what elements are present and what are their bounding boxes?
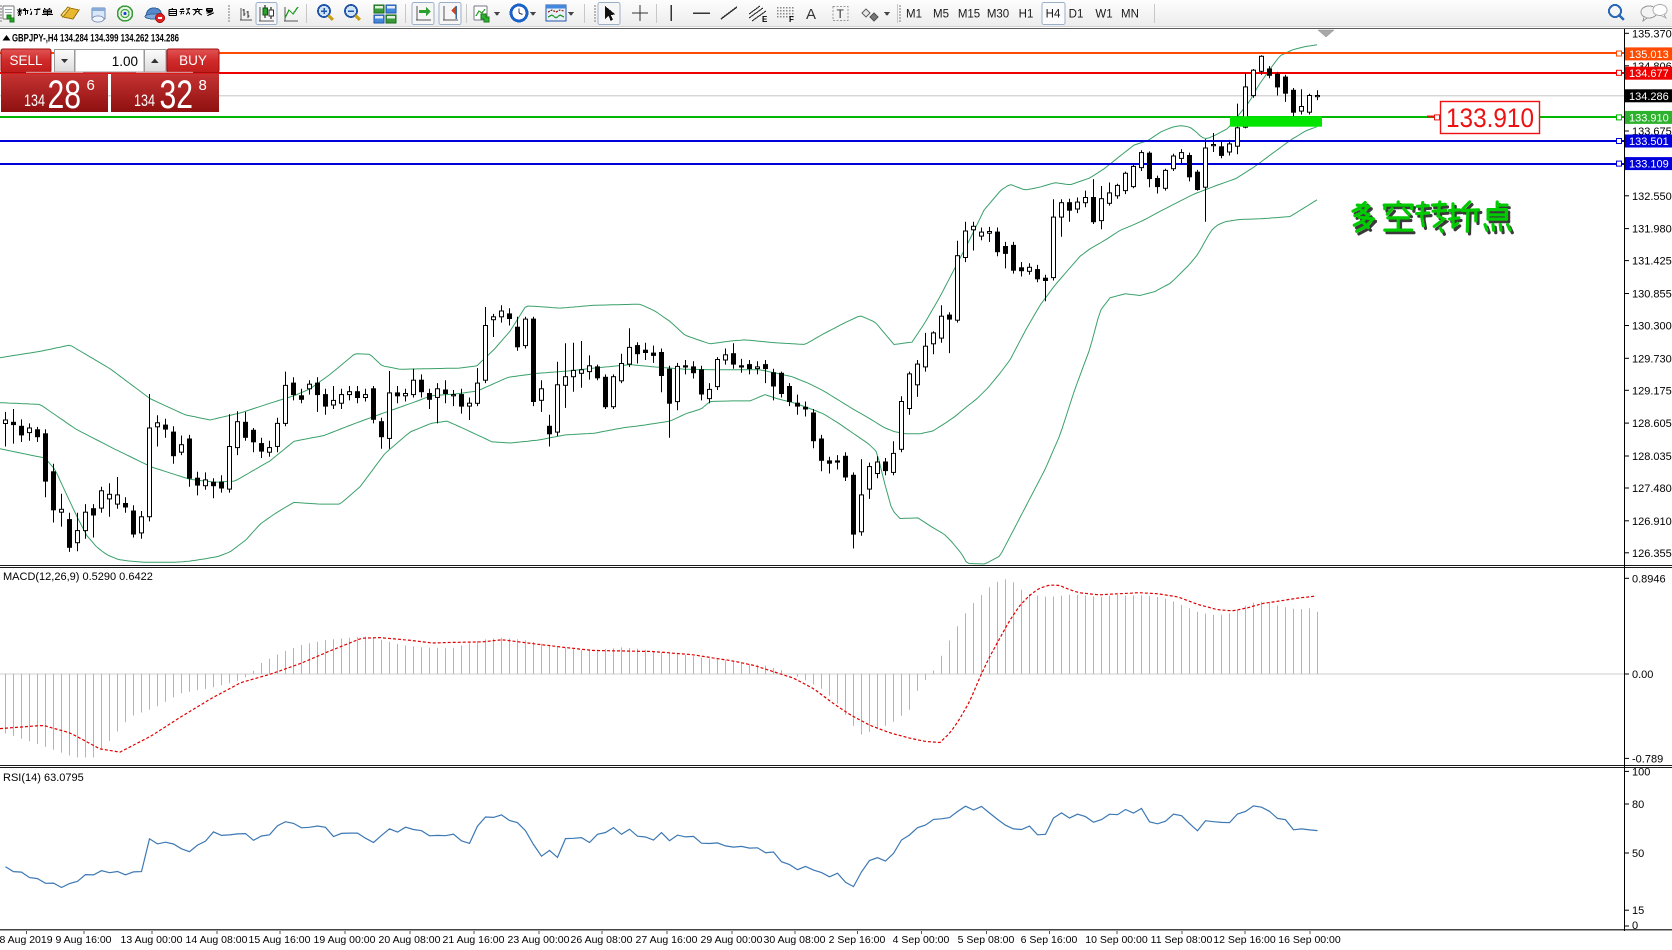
svg-text:133.109: 133.109 <box>1629 159 1669 171</box>
svg-text:0.8946: 0.8946 <box>1632 573 1666 585</box>
svg-text:32: 32 <box>160 73 194 117</box>
svg-text:126.910: 126.910 <box>1632 516 1672 528</box>
svg-text:12 Sep 16:00: 12 Sep 16:00 <box>1213 934 1276 946</box>
svg-text:A: A <box>806 6 816 23</box>
svg-text:E: E <box>762 15 768 24</box>
svg-text:-0.789: -0.789 <box>1632 753 1663 765</box>
svg-text:128.605: 128.605 <box>1632 418 1672 430</box>
svg-text:23 Aug 00:00: 23 Aug 00:00 <box>508 934 570 946</box>
svg-text:6: 6 <box>87 77 95 94</box>
svg-text:134: 134 <box>134 92 155 110</box>
svg-text:SELL: SELL <box>9 53 43 68</box>
svg-text:13 Aug 00:00: 13 Aug 00:00 <box>121 934 183 946</box>
svg-text:134.677: 134.677 <box>1629 68 1669 80</box>
svg-text:MN: MN <box>1121 9 1139 21</box>
svg-text:135.013: 135.013 <box>1629 49 1669 61</box>
svg-text:H4: H4 <box>1046 9 1061 21</box>
svg-text:20 Aug 08:00: 20 Aug 08:00 <box>379 934 441 946</box>
svg-text:19 Aug 00:00: 19 Aug 00:00 <box>314 934 376 946</box>
svg-text:127.480: 127.480 <box>1632 483 1672 495</box>
svg-text:14 Aug 08:00: 14 Aug 08:00 <box>186 934 248 946</box>
svg-text:16 Sep 00:00: 16 Sep 00:00 <box>1278 934 1341 946</box>
svg-text:133.910: 133.910 <box>1446 103 1534 133</box>
svg-text:100: 100 <box>1632 766 1650 778</box>
svg-text:W1: W1 <box>1095 9 1112 21</box>
svg-text:F: F <box>789 15 794 24</box>
svg-text:130.855: 130.855 <box>1632 289 1672 301</box>
svg-text:M5: M5 <box>933 9 949 21</box>
svg-text:135.370: 135.370 <box>1632 28 1672 40</box>
svg-text:30 Aug 08:00: 30 Aug 08:00 <box>764 934 826 946</box>
svg-text:9 Aug 16:00: 9 Aug 16:00 <box>55 934 111 946</box>
svg-text:11 Sep 08:00: 11 Sep 08:00 <box>1151 934 1213 946</box>
svg-text:M15: M15 <box>958 9 980 21</box>
svg-text:15 Aug 16:00: 15 Aug 16:00 <box>249 934 311 946</box>
svg-text:126.355: 126.355 <box>1632 548 1672 560</box>
svg-text:8 Aug 2019: 8 Aug 2019 <box>0 934 53 946</box>
svg-text:129.730: 129.730 <box>1632 353 1672 365</box>
svg-text:128.035: 128.035 <box>1632 451 1672 463</box>
svg-text:M30: M30 <box>987 9 1009 21</box>
svg-text:8: 8 <box>199 77 207 94</box>
svg-text:M1: M1 <box>906 9 922 21</box>
svg-text:134.286: 134.286 <box>1629 91 1669 103</box>
svg-text:80: 80 <box>1632 799 1644 811</box>
svg-text:133.910: 133.910 <box>1629 112 1669 124</box>
svg-text:H1: H1 <box>1019 9 1034 21</box>
svg-text:RSI(14) 63.0795: RSI(14) 63.0795 <box>3 772 84 784</box>
svg-text:MACD(12,26,9) 0.5290 0.6422: MACD(12,26,9) 0.5290 0.6422 <box>3 571 153 583</box>
svg-text:29 Aug 00:00: 29 Aug 00:00 <box>701 934 763 946</box>
svg-text:15: 15 <box>1632 905 1644 917</box>
svg-text:4 Sep 00:00: 4 Sep 00:00 <box>893 934 950 946</box>
svg-text:21 Aug 16:00: 21 Aug 16:00 <box>443 934 505 946</box>
svg-text:129.175: 129.175 <box>1632 385 1672 397</box>
svg-text:0: 0 <box>1632 920 1638 932</box>
svg-text:130.300: 130.300 <box>1632 321 1672 333</box>
svg-text:27 Aug 16:00: 27 Aug 16:00 <box>636 934 698 946</box>
svg-text:131.425: 131.425 <box>1632 256 1672 268</box>
svg-text:28: 28 <box>48 73 82 117</box>
svg-text:133.501: 133.501 <box>1629 136 1669 148</box>
svg-text:26 Aug 08:00: 26 Aug 08:00 <box>571 934 633 946</box>
svg-text:2 Sep 16:00: 2 Sep 16:00 <box>829 934 886 946</box>
svg-text:BUY: BUY <box>179 53 207 68</box>
svg-text:10 Sep 00:00: 10 Sep 00:00 <box>1085 934 1148 946</box>
svg-text:131.980: 131.980 <box>1632 224 1672 236</box>
svg-text:6 Sep 16:00: 6 Sep 16:00 <box>1021 934 1078 946</box>
svg-text:T: T <box>837 7 845 21</box>
svg-text:5 Sep 08:00: 5 Sep 08:00 <box>958 934 1015 946</box>
svg-text:0.00: 0.00 <box>1632 669 1653 681</box>
svg-text:50: 50 <box>1632 848 1644 860</box>
svg-text:D1: D1 <box>1069 9 1084 21</box>
svg-text:134: 134 <box>24 92 45 110</box>
svg-text:132.550: 132.550 <box>1632 191 1672 203</box>
svg-text:1.00: 1.00 <box>112 54 138 69</box>
svg-text:GBPJPY-,H4 134.284 134.399 13: GBPJPY-,H4 134.284 134.399 134.262 134.2… <box>12 33 179 45</box>
